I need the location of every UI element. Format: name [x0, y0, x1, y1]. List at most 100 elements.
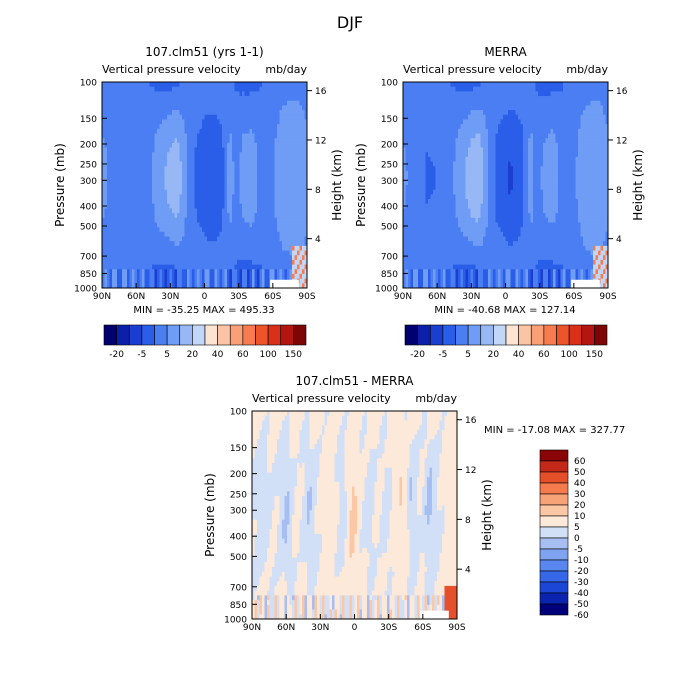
field-cell	[114, 273, 118, 280]
field-cell	[473, 194, 476, 200]
field-cell	[403, 82, 406, 88]
field-cell	[269, 114, 273, 120]
field-cell	[458, 138, 461, 144]
field-cell	[468, 283, 471, 289]
field-cell	[443, 203, 446, 209]
field-cell	[433, 259, 436, 265]
field-cell	[289, 133, 293, 139]
field-cell	[415, 250, 419, 256]
field-cell	[117, 245, 120, 251]
field-cell	[410, 269, 414, 275]
field-cell	[192, 283, 195, 289]
field-cell	[445, 241, 449, 247]
field-cell	[463, 227, 466, 233]
field-cell	[242, 96, 245, 102]
field-cell	[249, 156, 253, 162]
field-cell	[129, 283, 133, 289]
field-cell	[112, 166, 115, 172]
field-cell	[405, 114, 409, 120]
field-cell	[403, 114, 406, 120]
field-cell	[254, 231, 258, 237]
field-cell	[142, 208, 145, 214]
field-cell	[249, 152, 253, 158]
field-cell	[420, 194, 424, 200]
field-cell	[212, 255, 215, 261]
field-cell	[207, 245, 210, 251]
field-cell	[239, 96, 243, 102]
field-cell	[214, 208, 218, 214]
field-cell	[157, 86, 160, 92]
field-cell	[127, 278, 130, 284]
field-cell	[262, 222, 265, 228]
field-cell	[448, 138, 451, 144]
field-cell	[254, 283, 258, 289]
field-cell	[177, 86, 180, 92]
field-cell	[197, 222, 200, 228]
field-cell	[124, 133, 128, 139]
field-cell	[112, 213, 115, 219]
field-cell	[274, 180, 278, 186]
field-cell	[418, 231, 421, 237]
field-cell	[204, 96, 208, 102]
field-cell	[455, 82, 459, 88]
field-cell	[272, 166, 275, 172]
field-cell	[187, 166, 190, 172]
field-cell	[408, 213, 411, 219]
field-cell	[172, 124, 175, 130]
field-cell	[137, 110, 140, 116]
field-cell	[405, 147, 409, 153]
field-cell	[254, 199, 258, 205]
field-cell	[204, 241, 208, 247]
field-cell	[279, 156, 283, 162]
field-cell	[194, 138, 198, 144]
field-cell	[172, 273, 175, 280]
field-cell	[445, 273, 449, 280]
field-cell	[448, 222, 451, 228]
field-cell	[224, 278, 228, 284]
field-cell	[460, 273, 464, 280]
field-cell	[423, 203, 426, 209]
field-cell	[428, 175, 431, 181]
field-cell	[212, 91, 215, 97]
field-cell	[144, 278, 148, 284]
field-cell	[132, 142, 135, 148]
field-cell	[463, 269, 466, 275]
field-cell	[102, 227, 105, 233]
field-cell	[297, 175, 300, 181]
field-cell	[279, 133, 283, 139]
field-cell	[129, 86, 133, 92]
field-cell	[189, 128, 193, 134]
field-cell	[423, 264, 426, 270]
field-cell	[408, 189, 411, 195]
field-cell	[282, 255, 285, 261]
field-cell	[142, 147, 145, 153]
field-cell	[194, 283, 198, 289]
field-cell	[448, 208, 451, 214]
field-cell	[272, 119, 275, 125]
field-cell	[284, 180, 288, 186]
field-cell	[465, 231, 469, 237]
field-cell	[214, 105, 218, 111]
field-cell	[453, 166, 456, 172]
field-cell	[430, 264, 434, 270]
field-cell	[410, 245, 414, 251]
field-cell	[254, 82, 258, 88]
field-cell	[302, 170, 305, 177]
field-cell	[458, 114, 461, 120]
field-cell	[132, 138, 135, 144]
field-cell	[408, 255, 411, 261]
field-cell	[274, 166, 278, 172]
field-cell	[297, 259, 300, 265]
field-cell	[475, 156, 479, 162]
field-cell	[269, 189, 273, 195]
field-cell	[448, 269, 451, 275]
field-cell	[162, 259, 165, 265]
field-cell	[415, 138, 419, 144]
field-cell	[475, 114, 479, 120]
field-cell	[239, 283, 243, 289]
field-cell	[117, 269, 120, 275]
field-cell	[149, 114, 153, 120]
field-cell	[239, 185, 243, 191]
field-cell	[455, 170, 459, 177]
field-cell	[440, 142, 444, 148]
